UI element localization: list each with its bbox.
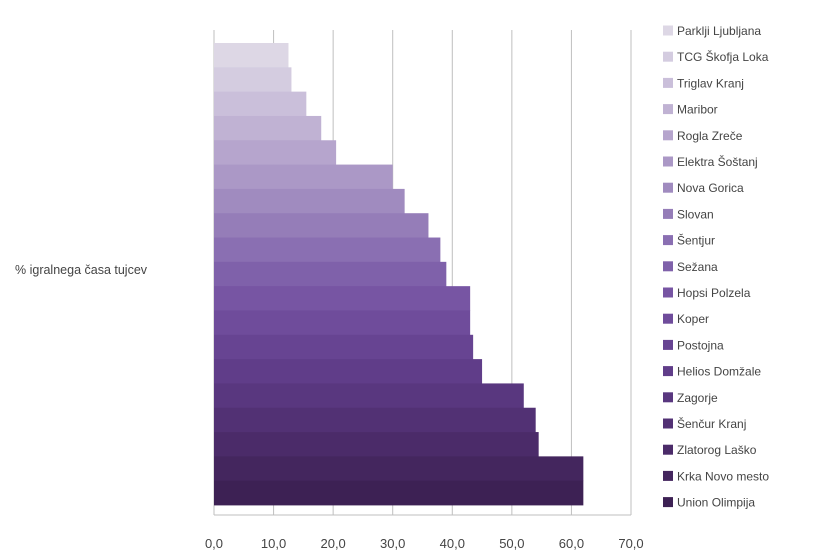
legend-label: Parklji Ljubljana: [677, 24, 761, 38]
legend-swatch: [663, 287, 673, 298]
legend-item: Union Olimpija: [663, 496, 755, 510]
legend-label: Nova Gorica: [677, 181, 744, 195]
bar: [214, 237, 441, 263]
bar: [214, 261, 447, 287]
legend-item: Šentjur: [663, 233, 715, 248]
legend-label: Triglav Kranj: [677, 76, 744, 90]
bar: [214, 432, 539, 457]
legend-label: Union Olimpija: [677, 496, 755, 510]
bar: [214, 213, 429, 238]
legend-item: Koper: [663, 312, 709, 326]
bar: [214, 407, 536, 433]
legend-item: Slovan: [663, 207, 714, 221]
x-tick-label: 40,0: [440, 536, 465, 551]
bar: [214, 334, 474, 360]
legend-swatch: [663, 25, 673, 36]
legend-item: Nova Gorica: [663, 181, 744, 195]
legend-label: Koper: [677, 312, 709, 326]
legend-swatch: [663, 418, 673, 429]
legend-label: Helios Domžale: [677, 365, 761, 379]
legend-label: Maribor: [677, 103, 718, 117]
legend-item: Krka Novo mesto: [663, 469, 769, 483]
bar: [214, 383, 524, 409]
bar: [214, 359, 483, 384]
bar: [214, 91, 307, 117]
legend-item: Parklji Ljubljana: [663, 24, 761, 38]
legend-item: Elektra Šoštanj: [663, 154, 758, 169]
legend-swatch: [663, 444, 673, 455]
category-axis-label: % igralnega časa tujcev: [15, 263, 148, 277]
x-tick-label: 30,0: [380, 536, 405, 551]
bar: [214, 164, 393, 190]
bar: [214, 140, 337, 165]
legend-swatch: [663, 392, 673, 403]
legend-label: TCG Škofja Loka: [677, 49, 769, 64]
legend-label: Postojna: [677, 338, 724, 352]
legend-label: Šenčur Kranj: [677, 416, 746, 431]
bar: [214, 188, 405, 214]
legend-swatch: [663, 182, 673, 193]
bar: [214, 115, 322, 141]
legend-swatch: [663, 339, 673, 350]
x-tick-label: 50,0: [499, 536, 524, 551]
legend-item: Helios Domžale: [663, 365, 761, 379]
legend-swatch: [663, 235, 673, 246]
legend-item: Rogla Zreče: [663, 129, 743, 143]
bars: [214, 43, 584, 506]
legend-item: Sežana: [663, 260, 718, 274]
legend-item: Triglav Kranj: [663, 76, 744, 90]
legend-label: Šentjur: [677, 233, 715, 248]
legend-item: Zagorje: [663, 391, 718, 405]
legend-label: Slovan: [677, 207, 714, 221]
bar: [214, 310, 471, 336]
legend-item: TCG Škofja Loka: [663, 49, 769, 64]
legend-label: Elektra Šoštanj: [677, 154, 758, 169]
legend-label: Zlatorog Laško: [677, 443, 757, 457]
legend-item: Postojna: [663, 338, 724, 352]
legend-item: Hopsi Polzela: [663, 286, 751, 300]
legend-swatch: [663, 156, 673, 167]
legend-swatch: [663, 208, 673, 219]
x-axis: 0,0 10,0 20,0 30,0 40,0 50,0 60,0 70,0: [205, 514, 644, 551]
legend-swatch: [663, 470, 673, 481]
bar: [214, 67, 292, 93]
legend-label: Rogla Zreče: [677, 129, 743, 143]
legend-swatch: [663, 313, 673, 324]
legend-swatch: [663, 497, 673, 508]
x-tick-label: 70,0: [618, 536, 643, 551]
legend-label: Sežana: [677, 260, 718, 274]
legend-swatch: [663, 261, 673, 272]
x-tick-label: 20,0: [320, 536, 345, 551]
legend-swatch: [663, 51, 673, 62]
legend-label: Zagorje: [677, 391, 718, 405]
bar: [214, 43, 289, 68]
legend-swatch: [663, 77, 673, 88]
legend-swatch: [663, 130, 673, 141]
legend-item: Zlatorog Laško: [663, 443, 757, 457]
x-tick-label: 0,0: [205, 536, 223, 551]
x-tick-label: 60,0: [559, 536, 584, 551]
legend-label: Hopsi Polzela: [677, 286, 751, 300]
x-tick-label: 10,0: [261, 536, 286, 551]
bar: [214, 456, 584, 482]
legend: Parklji Ljubljana TCG Škofja Loka Triglav …: [663, 24, 769, 510]
bar: [214, 480, 584, 506]
legend-swatch: [663, 366, 673, 377]
legend-swatch: [663, 104, 673, 115]
legend-item: Šenčur Kranj: [663, 416, 746, 431]
legend-label: Krka Novo mesto: [677, 469, 769, 483]
legend-item: Maribor: [663, 103, 718, 117]
bar: [214, 286, 471, 311]
